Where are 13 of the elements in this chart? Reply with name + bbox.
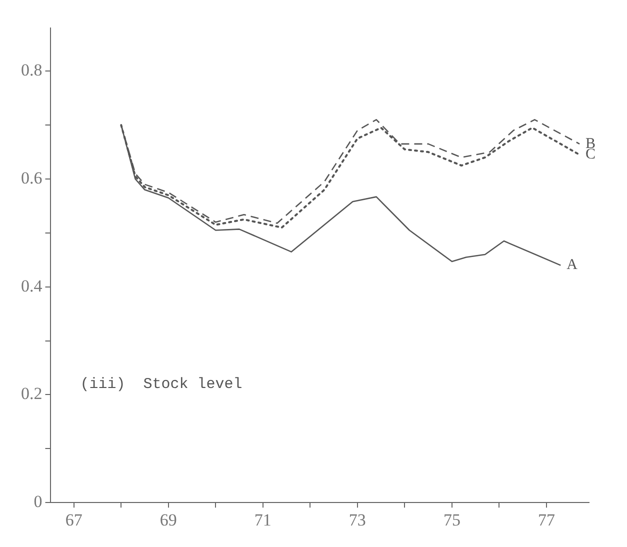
x-tick-label: 75 (443, 510, 460, 530)
text: (iii) Stock level (80, 376, 242, 393)
y-tick-label: 0.4 (21, 276, 43, 296)
y-tick-label: 0.6 (21, 168, 42, 188)
x-tick-label: 73 (348, 510, 366, 530)
x-tick-label: 67 (65, 510, 83, 530)
y-tick-label: 0.2 (21, 384, 42, 404)
x-tick-label: 69 (160, 510, 177, 530)
x-tick-label: 71 (254, 510, 272, 530)
y-tick-label: 0.8 (21, 60, 42, 80)
x-tick-label: 77 (538, 510, 556, 530)
series-label: A (566, 257, 578, 274)
y-tick-label: 0 (34, 492, 42, 512)
